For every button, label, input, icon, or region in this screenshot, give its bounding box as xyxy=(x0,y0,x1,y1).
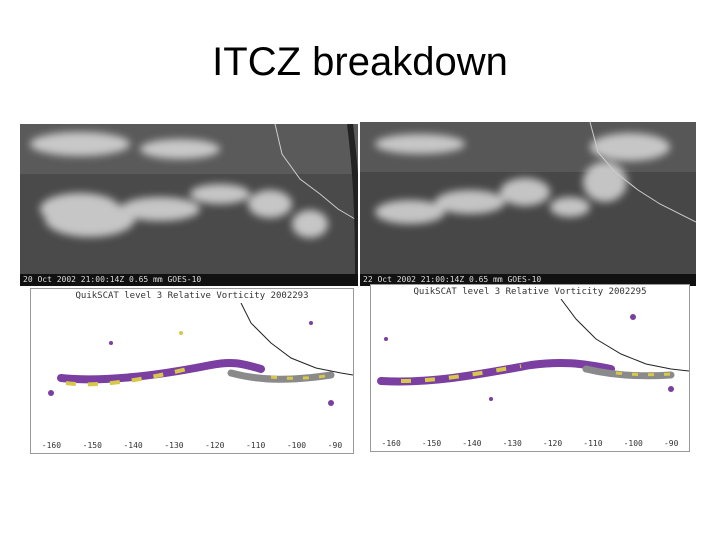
cloud-imagery-right xyxy=(360,122,696,274)
satellite-image-left: 20 Oct 2002 21:00:14Z 0.65 mm GOES-10 xyxy=(20,124,358,286)
tick-label: -120 xyxy=(542,439,563,448)
tick-label: -100 xyxy=(286,441,307,450)
satellite-image-right: 22 Oct 2002 21:00:14Z 0.65 mm GOES-10 xyxy=(360,122,696,286)
tick-label: -120 xyxy=(205,441,225,450)
tick-label: -160 xyxy=(41,441,62,450)
tick-label: -150 xyxy=(82,441,102,450)
slide-title: ITCZ breakdown xyxy=(212,40,508,84)
vorticity-title-left: QuikSCAT level 3 Relative Vorticity 2002… xyxy=(75,291,309,301)
vorticity-title-right: QuikSCAT level 3 Relative Vorticity 2002… xyxy=(413,287,647,297)
tick-label: -110 xyxy=(583,439,603,448)
vorticity-map-left: QuikSCAT level 3 Relative Vorticity 2002… xyxy=(30,288,354,454)
tick-label: -90 xyxy=(663,439,679,448)
tick-label: -100 xyxy=(623,439,643,448)
satellite-caption-right: 22 Oct 2002 21:00:14Z 0.65 mm GOES-10 xyxy=(360,274,696,286)
tick-label: -160 xyxy=(381,439,401,448)
tick-label: -90 xyxy=(327,441,343,450)
vorticity-map-right: QuikSCAT level 3 Relative Vorticity 2002… xyxy=(370,284,690,452)
tick-label: -140 xyxy=(123,441,143,450)
tick-label: -140 xyxy=(462,439,482,448)
tick-label: -130 xyxy=(164,441,184,450)
tick-label: -130 xyxy=(502,439,522,448)
satellite-caption-left: 20 Oct 2002 21:00:14Z 0.65 mm GOES-10 xyxy=(20,274,358,286)
tick-label: -110 xyxy=(246,441,266,450)
vorticity-plot-left xyxy=(48,303,353,406)
lon-ticks-right: -160 -150 -140 -130 -120 -110 -100 -90 xyxy=(371,439,689,451)
vorticity-plot-right xyxy=(377,299,689,401)
cloud-imagery-left xyxy=(20,124,358,274)
tick-label: -150 xyxy=(421,439,442,448)
lon-ticks-left: -160 -150 -140 -130 -120 -110 -100 -90 xyxy=(31,441,353,453)
